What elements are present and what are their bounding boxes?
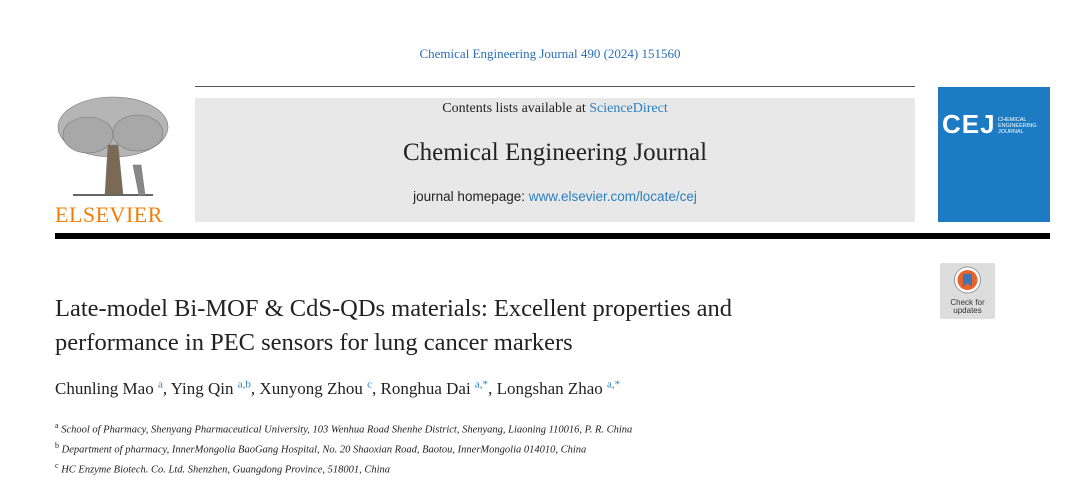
affiliation: c HC Enzyme Biotech. Co. Ltd. Shenzhen, … bbox=[55, 458, 632, 478]
title-line: Late-model Bi-MOF & CdS-QDs materials: E… bbox=[55, 295, 733, 322]
badge-line: Check for bbox=[950, 298, 985, 307]
article-title: Late-model Bi-MOF & CdS-QDs materials: E… bbox=[55, 292, 732, 360]
author: Longshan Zhao a,* bbox=[496, 378, 621, 398]
author-name: Xunyong Zhou bbox=[259, 378, 363, 398]
affil-mark: c bbox=[55, 461, 59, 470]
badge-icon bbox=[954, 266, 981, 294]
cover-text: CHEMICAL ENGINEERING JOURNAL bbox=[998, 117, 1037, 135]
author-affil[interactable]: a,* bbox=[474, 378, 489, 390]
cover-line: JOURNAL bbox=[998, 129, 1024, 135]
affil-mark: b bbox=[55, 441, 59, 450]
author-affil[interactable]: a,* bbox=[607, 378, 621, 390]
journal-cover[interactable]: CEJ CHEMICAL ENGINEERING JOURNAL bbox=[938, 87, 1050, 222]
author: Ying Qin a,b bbox=[170, 378, 260, 398]
rule bbox=[55, 233, 1050, 239]
affiliation-list: a School of Pharmacy, Shenyang Pharmaceu… bbox=[55, 418, 632, 478]
cover-line: ENGINEERING bbox=[998, 123, 1037, 129]
affil-text: Department of pharmacy, InnerMongolia Ba… bbox=[61, 444, 587, 456]
publisher-logo: ELSEVIER bbox=[55, 202, 163, 227]
author-name: Ronghua Dai bbox=[380, 378, 471, 398]
author: Ronghua Dai a,* bbox=[380, 378, 496, 398]
elsevier-tree bbox=[57, 96, 169, 196]
homepage-link[interactable]: www.elsevier.com/locate/cej bbox=[528, 189, 697, 204]
affil-text: HC Enzyme Biotech. Co. Ltd. Shenzhen, Gu… bbox=[61, 464, 391, 476]
author-name: Ying Qin bbox=[170, 378, 234, 398]
author: Chunling Mao a bbox=[55, 378, 171, 398]
cover-line: CHEMICAL bbox=[998, 117, 1027, 123]
author: Xunyong Zhou c bbox=[259, 378, 380, 398]
title-line: performance in PEC sensors for lung canc… bbox=[55, 329, 573, 356]
journal-ref: Chemical Engineering Journal 490 (2024) … bbox=[419, 46, 681, 61]
check-updates-badge[interactable]: Check for updates bbox=[940, 263, 995, 319]
author-name: Longshan Zhao bbox=[496, 378, 603, 398]
affil-text: School of Pharmacy, Shenyang Pharmaceuti… bbox=[61, 424, 633, 436]
journal-banner: Contents lists available at ScienceDirec… bbox=[195, 98, 915, 222]
affil-mark: a bbox=[55, 421, 59, 430]
badge-line: updates bbox=[953, 306, 982, 315]
author-affil[interactable]: a,b bbox=[237, 378, 251, 390]
contents-line: Contents lists available at ScienceDirec… bbox=[195, 101, 915, 117]
homepage-line: journal homepage: www.elsevier.com/locat… bbox=[195, 189, 915, 204]
rule bbox=[195, 86, 915, 87]
badge-text: Check for updates bbox=[940, 299, 995, 315]
author-list: Chunling Mao aYing Qin a,bXunyong Zhou c… bbox=[55, 378, 620, 399]
affiliation: b Department of pharmacy, InnerMongolia … bbox=[55, 438, 632, 458]
journal-name: Chemical Engineering Journal bbox=[402, 139, 708, 166]
contents-prefix: Contents lists available at bbox=[442, 101, 586, 116]
sciencedirect-link[interactable]: ScienceDirect bbox=[589, 101, 668, 116]
homepage-prefix: journal homepage: bbox=[413, 189, 525, 204]
cover-logo: CEJ bbox=[942, 109, 996, 139]
author-affil[interactable]: a bbox=[157, 378, 163, 390]
affiliation: a School of Pharmacy, Shenyang Pharmaceu… bbox=[55, 418, 632, 438]
author-name: Chunling Mao bbox=[55, 378, 154, 398]
author-affil[interactable]: c bbox=[367, 378, 372, 390]
